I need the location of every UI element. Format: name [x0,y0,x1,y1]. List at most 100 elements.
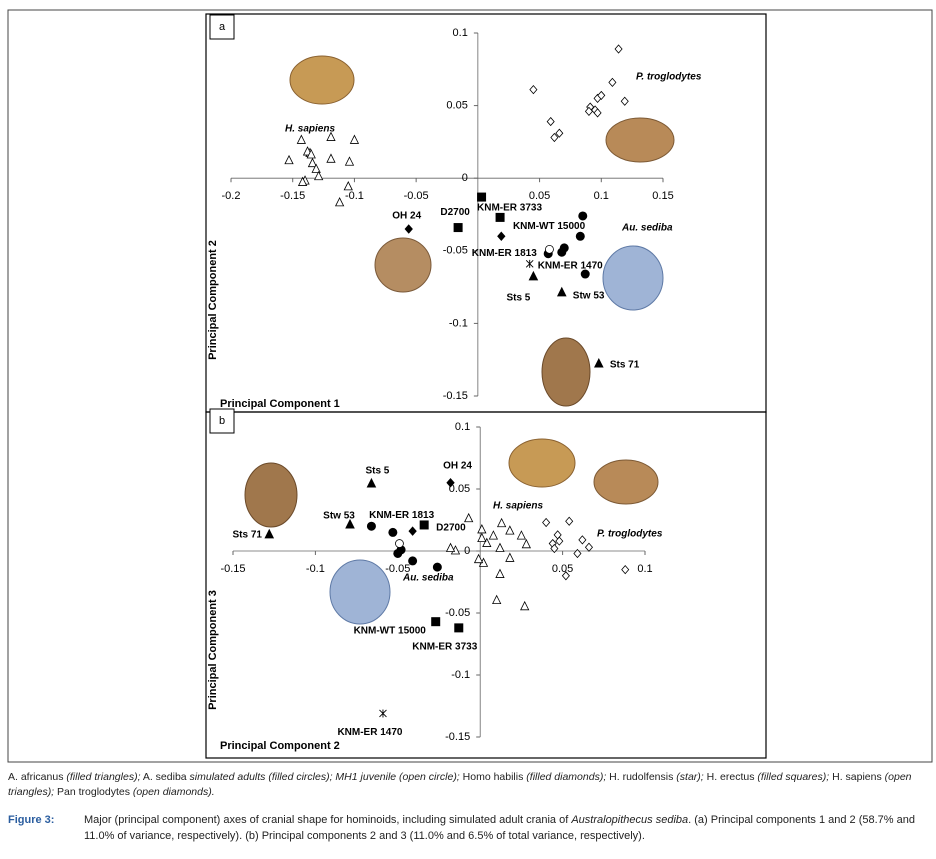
point [334,196,345,207]
y-axis-title: Principal Component 2 [207,240,219,360]
point [482,537,492,547]
caption-text: Major (principal component) axes of cran… [84,812,930,844]
point-label: D2700 [436,523,466,534]
point [556,286,567,297]
point [419,520,429,530]
point [546,116,555,127]
point [520,600,530,611]
point [453,223,463,233]
point [366,477,377,488]
point [528,270,539,281]
group-label: H. sapiens [493,501,543,512]
figure-caption: Figure 3: Major (principal component) ax… [8,812,930,844]
point [621,564,630,575]
figure-frame [7,9,933,763]
point [550,543,559,554]
point [366,521,376,531]
y-tick-label: 0.1 [455,421,470,433]
point [311,163,321,173]
x-tick-label: -0.05 [404,190,429,202]
point [565,516,574,526]
point-label: KNM-WT 15000 [354,625,427,636]
point [395,539,404,548]
group-label: Au. sediba [402,573,454,584]
panel-letter: b [219,415,225,427]
point [525,259,534,268]
point [545,244,554,254]
point-label: KNM-ER 1470 [337,727,402,738]
y-tick-label: -0.05 [445,607,470,619]
point [446,478,455,488]
point-label: KNM-WT 15000 [513,221,586,232]
point [542,517,551,528]
legend-note-segment: A. sediba [142,771,187,783]
legend-note-segment: H. sapiens [832,771,882,783]
y-tick-label: -0.15 [443,390,468,402]
legend-note-segment: (filled diamonds); [526,771,607,783]
point-label: KNM-ER 1813 [369,510,434,521]
y-tick-label: 0.1 [453,27,468,39]
point [477,524,487,534]
point [516,530,527,540]
legend-note-segment: (open triangles); [8,771,912,798]
point [495,542,505,552]
point [521,538,531,549]
legend-note-segment: Homo habilis [462,771,524,783]
point [344,156,355,166]
y-tick-label: 0 [464,545,470,557]
point-label: KNM-ER 1813 [472,248,537,259]
y-tick-label: 0.05 [446,100,467,112]
point [578,211,588,221]
x-tick-label: 0.05 [529,190,550,202]
point [296,134,307,144]
caption-segment: Major (principal component) axes of cran… [84,814,569,826]
point-label: OH 24 [392,211,421,222]
point [454,623,464,633]
point [379,709,387,718]
point [584,542,593,552]
point [497,231,506,242]
point [345,518,355,529]
y-tick-label: 0 [462,172,468,184]
point-label: Stw 53 [573,291,605,302]
group-label: Au. sediba [621,223,673,234]
point [326,153,336,163]
skull-images [244,55,675,625]
point [593,108,602,118]
point [432,562,442,572]
x-axis-title: Principal Component 2 [220,740,340,752]
x-tick-label: -0.05 [385,563,410,575]
point-label: Sts 71 [233,530,263,541]
point [594,357,604,368]
y-tick-label: -0.1 [451,669,470,681]
point [393,548,403,558]
legend-note-segment: Pan troglodytes [57,786,130,798]
point-label: Sts 71 [610,360,640,371]
caption-segment: Australopithecus sediba [571,814,689,826]
point [404,224,413,234]
point [473,553,484,564]
point-label: KNM-ER 3733 [477,203,542,214]
group-label: P. troglodytes [636,72,702,83]
point [557,247,567,257]
point [620,96,629,106]
x-axis-title: Principal Component 1 [220,398,340,410]
point [445,542,456,552]
x-tick-label: -0.2 [222,190,241,202]
group-label: P. troglodytes [597,529,663,540]
point [495,568,505,578]
point [505,525,515,535]
point-label: Sts 5 [506,293,530,304]
point-label: KNM-ER 3733 [412,642,477,653]
y-tick-label: -0.15 [445,731,470,743]
point [408,526,417,536]
point [388,527,398,537]
legend-note-segment: simulated adults (filled circles); MH1 j… [189,771,460,783]
legend-note: A. africanus (filled triangles); A. sedi… [8,770,928,800]
point [464,512,474,523]
group-label: H. sapiens [285,124,335,135]
point [584,106,593,117]
point [573,548,582,559]
point [529,85,538,95]
caption-label: Figure 3: [8,814,55,826]
